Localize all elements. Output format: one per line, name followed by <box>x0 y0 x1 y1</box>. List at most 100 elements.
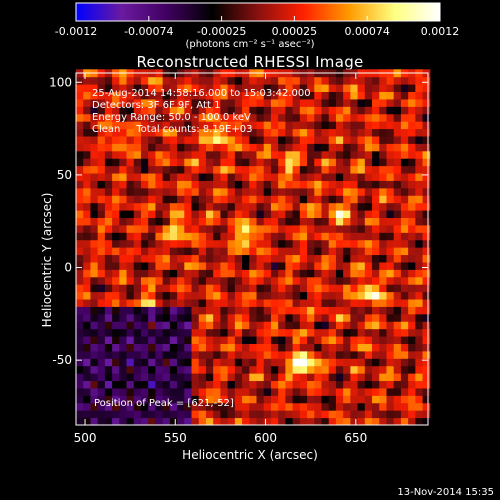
heatmap-cell <box>234 291 243 300</box>
heatmap-cell <box>83 84 91 93</box>
heatmap-cell <box>350 121 359 130</box>
heatmap-cell <box>343 321 351 330</box>
heatmap-cell <box>256 336 265 344</box>
heatmap-cell <box>372 202 380 211</box>
heatmap-cell <box>422 254 431 263</box>
heatmap-cell <box>357 173 366 181</box>
heatmap-cell <box>299 417 308 426</box>
heatmap-cell <box>292 239 301 248</box>
heatmap-cell <box>415 402 424 411</box>
heatmap-cell <box>191 128 200 137</box>
heatmap-cell <box>299 380 308 389</box>
heatmap-cell <box>328 106 337 115</box>
heatmap-cell <box>422 387 431 396</box>
heatmap-cell <box>393 343 402 352</box>
heatmap-cell <box>133 224 142 233</box>
heatmap-cell <box>307 417 315 426</box>
heatmap-cell <box>343 350 351 359</box>
heatmap-cell <box>278 106 286 115</box>
heatmap-cell <box>148 321 156 330</box>
heatmap-cell <box>140 135 149 144</box>
heatmap-cell <box>335 91 344 100</box>
heatmap-cell <box>162 91 171 100</box>
heatmap-cell <box>350 417 359 426</box>
heatmap-cell <box>314 84 322 93</box>
heatmap-cell <box>350 106 359 115</box>
heatmap-cell <box>242 358 250 367</box>
heatmap-cell <box>321 284 330 293</box>
heatmap-cell <box>278 380 286 389</box>
heatmap-cell <box>76 128 84 137</box>
heatmap-cell <box>227 143 236 152</box>
heatmap-cell <box>191 143 200 152</box>
heatmap-cell <box>393 395 402 404</box>
heatmap-cell <box>321 239 330 248</box>
heatmap-cell <box>307 373 315 382</box>
heatmap-cell <box>256 121 265 130</box>
heatmap-cell <box>83 158 91 167</box>
heatmap-cell <box>227 180 236 189</box>
heatmap-cell <box>249 113 258 122</box>
heatmap-cell <box>162 202 171 211</box>
heatmap-cell <box>379 299 387 307</box>
heatmap-cell <box>169 76 178 85</box>
heatmap-cell <box>205 299 214 307</box>
heatmap-cell <box>133 276 142 285</box>
heatmap-cell <box>343 158 351 167</box>
heatmap-cell <box>184 91 193 100</box>
heatmap-cell <box>126 269 135 278</box>
heatmap-cell <box>386 299 395 307</box>
heatmap-cell <box>184 373 193 382</box>
heatmap-cell <box>169 98 178 107</box>
heatmap-cell <box>242 202 250 211</box>
heatmap-cell <box>408 276 416 285</box>
heatmap-cell <box>357 284 366 293</box>
heatmap-cell <box>328 328 337 337</box>
heatmap-cell <box>314 269 322 278</box>
heatmap-cell <box>234 187 243 196</box>
heatmap-cell <box>155 76 164 85</box>
heatmap-cell <box>148 380 156 389</box>
heatmap-cell <box>140 313 149 322</box>
heatmap-cell <box>393 210 402 219</box>
heatmap-cell <box>140 350 149 359</box>
heatmap-cell <box>90 276 99 285</box>
heatmap-cell <box>184 358 193 367</box>
heatmap-cell <box>386 358 395 367</box>
heatmap-cell <box>393 165 402 174</box>
heatmap-cell <box>393 98 402 107</box>
heatmap-cell <box>126 217 135 226</box>
heatmap-cell <box>184 321 193 330</box>
heatmap-cell <box>386 106 395 115</box>
heatmap-cell <box>299 224 308 233</box>
heatmap-cell <box>393 84 402 93</box>
heatmap-cell <box>372 158 380 167</box>
heatmap-cell <box>126 336 135 344</box>
heatmap-cell <box>184 365 193 374</box>
heatmap-cell <box>299 343 308 352</box>
heatmap-cell <box>314 291 322 300</box>
heatmap-cell <box>415 210 424 219</box>
heatmap-cell <box>155 150 164 159</box>
heatmap-cell <box>415 395 424 404</box>
heatmap-cell <box>256 210 265 219</box>
heatmap-cell <box>83 76 91 85</box>
heatmap-cell <box>422 321 431 330</box>
heatmap-cell <box>83 210 91 219</box>
heatmap-cell <box>379 135 387 144</box>
heatmap-cell <box>357 380 366 389</box>
heatmap-cell <box>256 150 265 159</box>
heatmap-cell <box>379 380 387 389</box>
heatmap-cell <box>321 410 330 419</box>
heatmap-cell <box>307 232 315 241</box>
heatmap-cell <box>213 410 221 419</box>
heatmap-cell <box>263 224 272 233</box>
heatmap-cell <box>408 217 416 226</box>
heatmap-cell <box>234 195 243 204</box>
heatmap-cell <box>119 291 128 300</box>
heatmap-cell <box>393 365 402 374</box>
heatmap-cell <box>119 380 128 389</box>
heatmap-cell <box>364 202 373 211</box>
heatmap-cell <box>220 306 229 315</box>
heatmap-cell <box>155 247 164 256</box>
